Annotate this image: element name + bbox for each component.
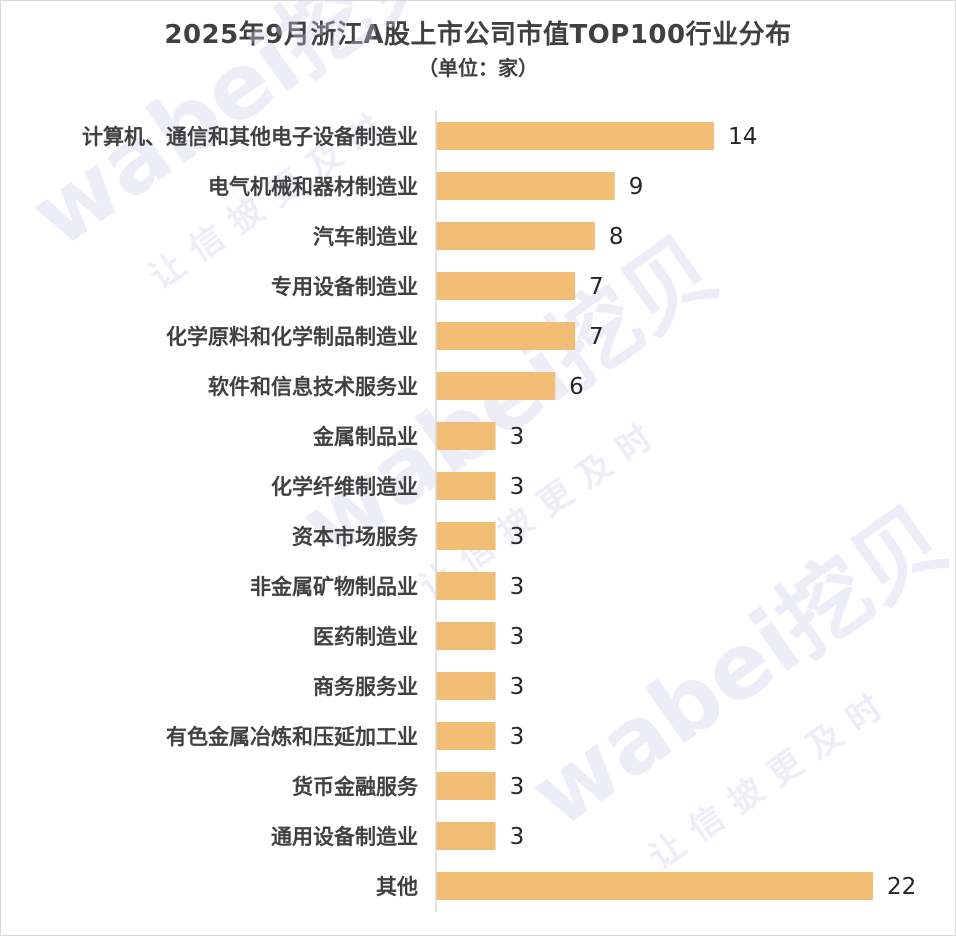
data-label: 3 xyxy=(510,724,525,750)
category-label: 汽车制造业 xyxy=(313,225,418,249)
bar xyxy=(436,772,496,800)
category-label: 有色金属冶炼和压延加工业 xyxy=(166,725,418,749)
category-label: 专用设备制造业 xyxy=(271,275,418,299)
category-label: 其他 xyxy=(376,875,418,899)
bar xyxy=(436,372,556,400)
data-label: 3 xyxy=(510,574,525,600)
chart-title: 2025年9月浙江A股上市公司市值TOP100行业分布 xyxy=(164,20,792,50)
data-label: 14 xyxy=(728,124,757,150)
bar xyxy=(436,822,496,850)
bar xyxy=(436,472,496,500)
data-label: 3 xyxy=(510,824,525,850)
bar xyxy=(436,622,496,650)
category-label: 通用设备制造业 xyxy=(271,825,418,849)
bar xyxy=(436,222,595,250)
category-label: 化学原料和化学制品制造业 xyxy=(166,325,418,349)
bar xyxy=(436,422,496,450)
data-label: 8 xyxy=(609,224,624,250)
data-label: 3 xyxy=(510,524,525,550)
data-label: 3 xyxy=(510,424,525,450)
data-label: 3 xyxy=(510,474,525,500)
bar xyxy=(436,572,496,600)
category-label: 商务服务业 xyxy=(313,675,418,699)
chart-subtitle: （单位：家） xyxy=(418,56,538,80)
bar xyxy=(436,322,576,350)
data-label: 9 xyxy=(629,174,644,200)
bar xyxy=(436,522,496,550)
category-label: 计算机、通信和其他电子设备制造业 xyxy=(82,125,418,149)
category-label: 资本市场服务 xyxy=(292,525,419,549)
data-label: 7 xyxy=(589,274,604,300)
bar xyxy=(436,672,496,700)
data-label: 22 xyxy=(887,874,916,900)
category-label: 金属制品业 xyxy=(312,425,418,449)
data-label: 7 xyxy=(589,324,604,350)
data-label: 3 xyxy=(510,674,525,700)
bar xyxy=(436,722,496,750)
category-label: 医药制造业 xyxy=(313,625,418,649)
bar xyxy=(436,872,873,900)
data-label: 6 xyxy=(569,374,584,400)
bar xyxy=(436,272,576,300)
data-label: 3 xyxy=(510,774,525,800)
data-label: 3 xyxy=(510,624,525,650)
category-label: 非金属矿物制品业 xyxy=(250,575,418,599)
category-label: 软件和信息技术服务业 xyxy=(208,375,418,399)
category-label: 电气机械和器材制造业 xyxy=(208,175,418,199)
bar xyxy=(436,122,715,150)
category-label: 化学纤维制造业 xyxy=(271,475,418,499)
category-label: 货币金融服务 xyxy=(292,775,419,799)
bar xyxy=(436,172,615,200)
